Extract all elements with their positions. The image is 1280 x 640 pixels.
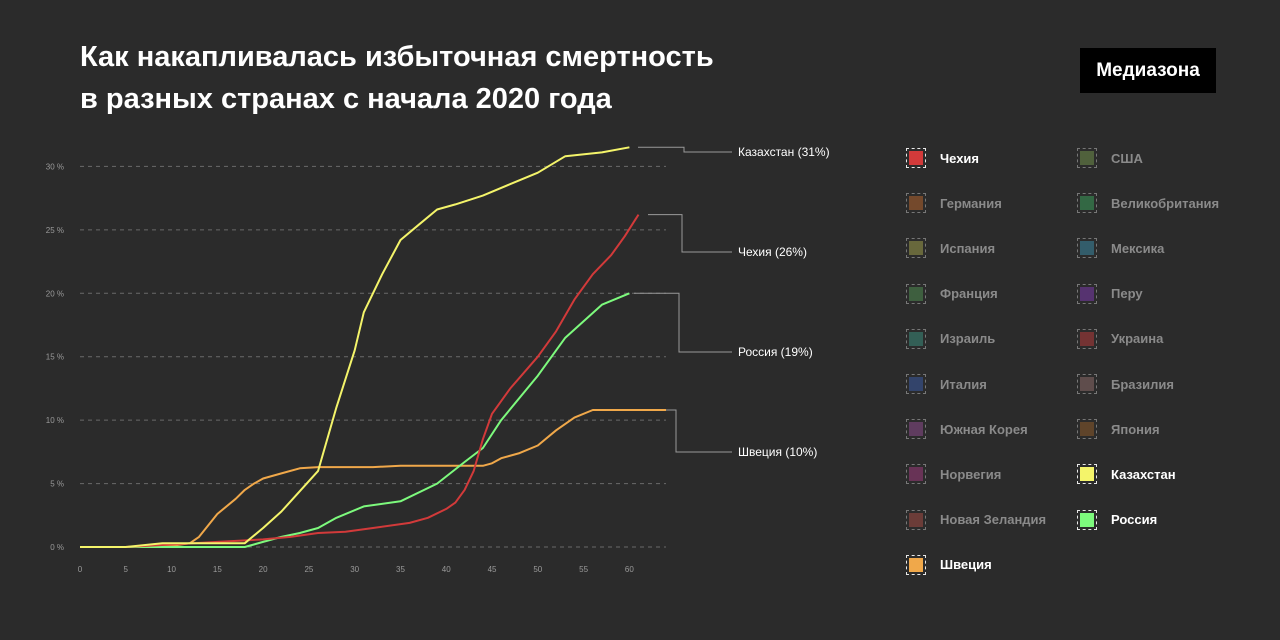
legend-swatch bbox=[906, 509, 926, 530]
callout-label: Россия (19%) bbox=[738, 345, 813, 359]
legend-item[interactable]: Украина bbox=[1077, 326, 1163, 352]
line-chart: 0 % 5 % 10 % 15 % 20 % 25 % 30 % 0 5 10 15 20 25 30 35… bbox=[46, 145, 830, 574]
legend-swatch bbox=[906, 328, 926, 349]
series-line-Швеция[interactable] bbox=[80, 409, 666, 548]
legend-label: Бразилия bbox=[1111, 376, 1174, 392]
legend-label: Норвегия bbox=[940, 466, 1002, 482]
legend-label: Франция bbox=[940, 286, 998, 302]
y-tick-label: 0 % bbox=[50, 543, 64, 552]
x-tick-label: 25 bbox=[304, 565, 313, 574]
title-line-1: Как накапливалась избыточная смертность bbox=[80, 41, 714, 73]
x-tick-label: 15 bbox=[213, 565, 222, 574]
legend-label: Перу bbox=[1111, 286, 1143, 302]
y-tick-label: 30 % bbox=[46, 162, 64, 171]
legend-label: Новая Зеландия bbox=[940, 512, 1047, 528]
legend-swatch bbox=[1077, 328, 1097, 349]
legend-swatch bbox=[1077, 283, 1097, 304]
callouts: Казахстан (31%) Чехия (26%) Россия (19%) Шв… bbox=[634, 145, 830, 459]
legend-item[interactable]: США bbox=[1077, 145, 1143, 171]
legend-swatch bbox=[906, 193, 926, 214]
legend-item[interactable]: Чехия bbox=[906, 145, 979, 171]
legend-label: Япония bbox=[1111, 421, 1160, 437]
legend-label: Казахстан bbox=[1111, 466, 1176, 482]
mediazona-logo[interactable]: Медиазона bbox=[1080, 48, 1216, 93]
x-tick-label: 5 bbox=[124, 565, 129, 574]
legend-item[interactable]: Казахстан bbox=[1077, 461, 1176, 487]
legend-item[interactable]: Россия bbox=[1077, 507, 1157, 533]
legend: Чехия США Германия Великобритания Испания Мек… bbox=[906, 145, 1256, 595]
callout-label: Чехия (26%) bbox=[738, 245, 807, 259]
legend-label: Южная Корея bbox=[940, 421, 1028, 437]
legend-label: Италия bbox=[940, 376, 987, 392]
x-tick-label: 40 bbox=[442, 565, 451, 574]
callout-leader bbox=[666, 409, 732, 453]
x-tick-label: 20 bbox=[259, 565, 268, 574]
x-tick-label: 55 bbox=[579, 565, 588, 574]
legend-swatch bbox=[906, 148, 926, 168]
series-line-Казахстан[interactable] bbox=[80, 146, 630, 548]
legend-item[interactable]: Бразилия bbox=[1077, 371, 1174, 397]
y-tick-label: 15 % bbox=[46, 353, 64, 362]
x-tick-label: 0 bbox=[78, 565, 83, 574]
series-lines bbox=[80, 146, 666, 548]
axis-labels: 0 % 5 % 10 % 15 % 20 % 25 % 30 % 0 5 10 15 20 25 30 35… bbox=[46, 162, 635, 574]
legend-item[interactable]: Израиль bbox=[906, 326, 995, 352]
grid-lines bbox=[80, 165, 666, 548]
legend-label: Испания bbox=[940, 240, 996, 256]
legend-label: Израиль bbox=[940, 331, 996, 347]
x-tick-label: 45 bbox=[488, 565, 497, 574]
legend-swatch bbox=[1077, 464, 1097, 485]
legend-swatch bbox=[906, 283, 926, 304]
legend-label: Россия bbox=[1111, 512, 1158, 528]
callout-label: Швеция (10%) bbox=[738, 445, 817, 459]
legend-swatch bbox=[1077, 148, 1097, 168]
x-tick-label: 35 bbox=[396, 565, 405, 574]
x-tick-label: 60 bbox=[625, 565, 634, 574]
legend-label: Мексика bbox=[1111, 240, 1165, 256]
legend-item[interactable]: Южная Корея bbox=[906, 416, 1028, 442]
legend-item[interactable]: Норвегия bbox=[906, 461, 1001, 487]
legend-swatch bbox=[1077, 419, 1097, 440]
legend-label: Чехия bbox=[940, 150, 979, 166]
x-tick-label: 30 bbox=[350, 565, 359, 574]
x-tick-label: 50 bbox=[533, 565, 542, 574]
title-line-2: в разных странах с начала 2020 года bbox=[80, 83, 612, 115]
legend-swatch bbox=[906, 238, 926, 259]
legend-swatch bbox=[906, 464, 926, 485]
legend-item[interactable]: Швеция bbox=[906, 552, 992, 578]
series-line-Россия[interactable] bbox=[80, 292, 630, 548]
callout-label: Казахстан (31%) bbox=[738, 145, 830, 159]
chart-title: Как накапливалась избыточная смертность … bbox=[80, 36, 840, 120]
callout-leader bbox=[634, 292, 732, 353]
legend-swatch bbox=[906, 374, 926, 394]
legend-item[interactable]: Япония bbox=[1077, 416, 1160, 442]
legend-label: Швеция bbox=[940, 557, 992, 573]
y-tick-label: 5 % bbox=[50, 480, 64, 489]
x-tick-label: 10 bbox=[167, 565, 176, 574]
legend-item[interactable]: Германия bbox=[906, 190, 1002, 216]
legend-label: Украина bbox=[1111, 331, 1164, 347]
callout-leader bbox=[638, 146, 732, 153]
legend-item[interactable]: Перу bbox=[1077, 281, 1143, 307]
legend-item[interactable]: Великобритания bbox=[1077, 190, 1219, 216]
y-tick-label: 20 % bbox=[46, 289, 64, 298]
legend-label: Великобритания bbox=[1111, 195, 1220, 211]
legend-swatch bbox=[1077, 238, 1097, 259]
y-tick-label: 10 % bbox=[46, 416, 64, 425]
legend-item[interactable]: Новая Зеландия bbox=[906, 507, 1046, 533]
y-tick-label: 25 % bbox=[46, 226, 64, 235]
legend-label: США bbox=[1111, 150, 1143, 166]
legend-label: Германия bbox=[940, 195, 1002, 211]
legend-swatch bbox=[906, 419, 926, 440]
legend-item[interactable]: Франция bbox=[906, 281, 998, 307]
legend-swatch bbox=[906, 554, 926, 575]
legend-item[interactable]: Италия bbox=[906, 371, 987, 397]
legend-swatch bbox=[1077, 509, 1097, 530]
legend-item[interactable]: Испания bbox=[906, 235, 995, 261]
legend-item[interactable]: Мексика bbox=[1077, 235, 1164, 261]
legend-swatch bbox=[1077, 193, 1097, 214]
callout-leader bbox=[648, 214, 732, 253]
legend-swatch bbox=[1077, 374, 1097, 394]
series-line-Чехия[interactable] bbox=[80, 214, 640, 548]
